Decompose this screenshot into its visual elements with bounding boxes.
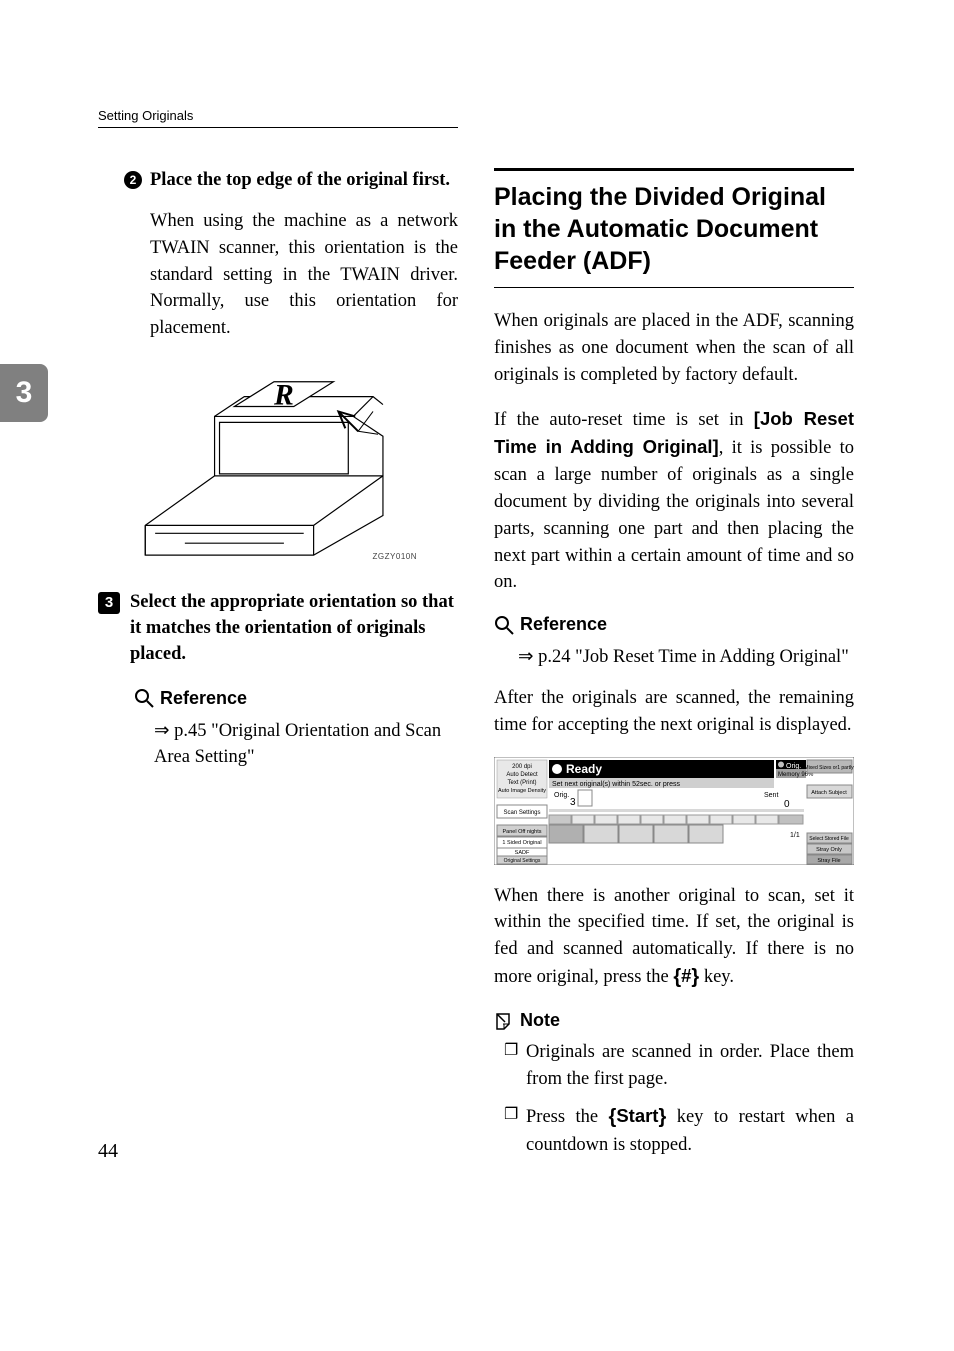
svg-text:1 Sided Original: 1 Sided Original (502, 840, 541, 846)
svg-text:Auto Detect: Auto Detect (506, 772, 538, 778)
reference-heading-right: Reference (494, 614, 854, 635)
svg-text:Orig.: Orig. (786, 763, 801, 770)
svg-text:200 dpi: 200 dpi (512, 764, 532, 770)
step-number-badge: 3 (98, 592, 120, 614)
substep-number-badge: 2 (124, 171, 142, 189)
svg-text:Auto Image Density: Auto Image Density (498, 788, 546, 794)
section-heading: Placing the Divided Original in the Auto… (494, 168, 854, 288)
para-1: When originals are placed in the ADF, sc… (494, 308, 854, 388)
svg-text:3: 3 (570, 797, 576, 808)
svg-text:0: 0 (784, 799, 790, 810)
svg-text:Stray File: Stray File (817, 858, 840, 864)
reference-label: Reference (160, 688, 247, 709)
reference-label: Reference (520, 614, 607, 635)
adf-illustration: R ZGZY010N (124, 356, 424, 566)
svg-text:Scan Settings: Scan Settings (503, 810, 540, 816)
reference-text-right: ⇒ p.24 "Job Reset Time in Adding Origina… (494, 643, 854, 671)
lcd-screenshot: Ready Orig. Memory 96% Set next original… (494, 757, 854, 865)
substep-body: When using the machine as a network TWAI… (98, 208, 458, 342)
note-item-2: Press the {Start} key to restart when a … (504, 1103, 854, 1159)
para-4: When there is another original to scan, … (494, 883, 854, 992)
note-list: Originals are scanned in order. Place th… (494, 1039, 854, 1158)
svg-text:Orig.: Orig. (554, 792, 569, 799)
reference-heading-left: Reference (98, 688, 458, 709)
start-key: Start (616, 1105, 658, 1126)
note-item-1: Originals are scanned in order. Place th… (504, 1039, 854, 1093)
svg-text:R: R (273, 379, 294, 411)
reference-text-left: ⇒ p.45 "Original Orientation and Scan Ar… (98, 717, 458, 771)
running-header: Setting Originals (98, 108, 458, 128)
hash-key: # (681, 965, 691, 986)
svg-text:Text (Print): Text (Print) (507, 780, 536, 786)
svg-text:Select Stored File: Select Stored File (809, 836, 849, 842)
illustration-code: ZGZY010N (373, 552, 417, 561)
note-icon (494, 1011, 514, 1031)
svg-text:1/1: 1/1 (790, 832, 800, 839)
para-3: After the originals are scanned, the rem… (494, 685, 854, 739)
note-label: Note (520, 1010, 560, 1031)
svg-text:Stray Only: Stray Only (816, 847, 842, 853)
svg-text:Mixed Sizes or1 partly: Mixed Sizes or1 partly (804, 765, 854, 771)
svg-text:Ready: Ready (566, 762, 602, 776)
reference-icon (134, 688, 154, 708)
svg-text:Set next original(s) within 52: Set next original(s) within 52sec. or pr… (552, 781, 680, 788)
left-column: 2 Place the top edge of the original fir… (98, 168, 458, 1169)
page-content: Setting Originals 2 Place the top edge o… (0, 0, 954, 1219)
svg-text:SADF: SADF (515, 850, 530, 856)
note-heading: Note (494, 1010, 854, 1031)
right-column: Placing the Divided Original in the Auto… (494, 168, 854, 1169)
substep-2: 2 Place the top edge of the original fir… (98, 168, 458, 194)
svg-text:Sent: Sent (764, 792, 778, 799)
step-text: Select the appropriate orientation so th… (130, 590, 458, 668)
svg-text:Panel Off nights: Panel Off nights (502, 829, 541, 835)
svg-text:Original Settings: Original Settings (504, 858, 541, 864)
reference-icon (494, 615, 514, 635)
svg-text:Attach Subject: Attach Subject (811, 790, 847, 796)
para-2: If the auto-reset time is set in [Job Re… (494, 406, 854, 596)
step-3: 3 Select the appropriate orientation so … (98, 590, 458, 668)
printer-line-art: R (125, 357, 423, 565)
substep-text: Place the top edge of the original first… (150, 168, 450, 194)
page-number: 44 (98, 1140, 118, 1163)
